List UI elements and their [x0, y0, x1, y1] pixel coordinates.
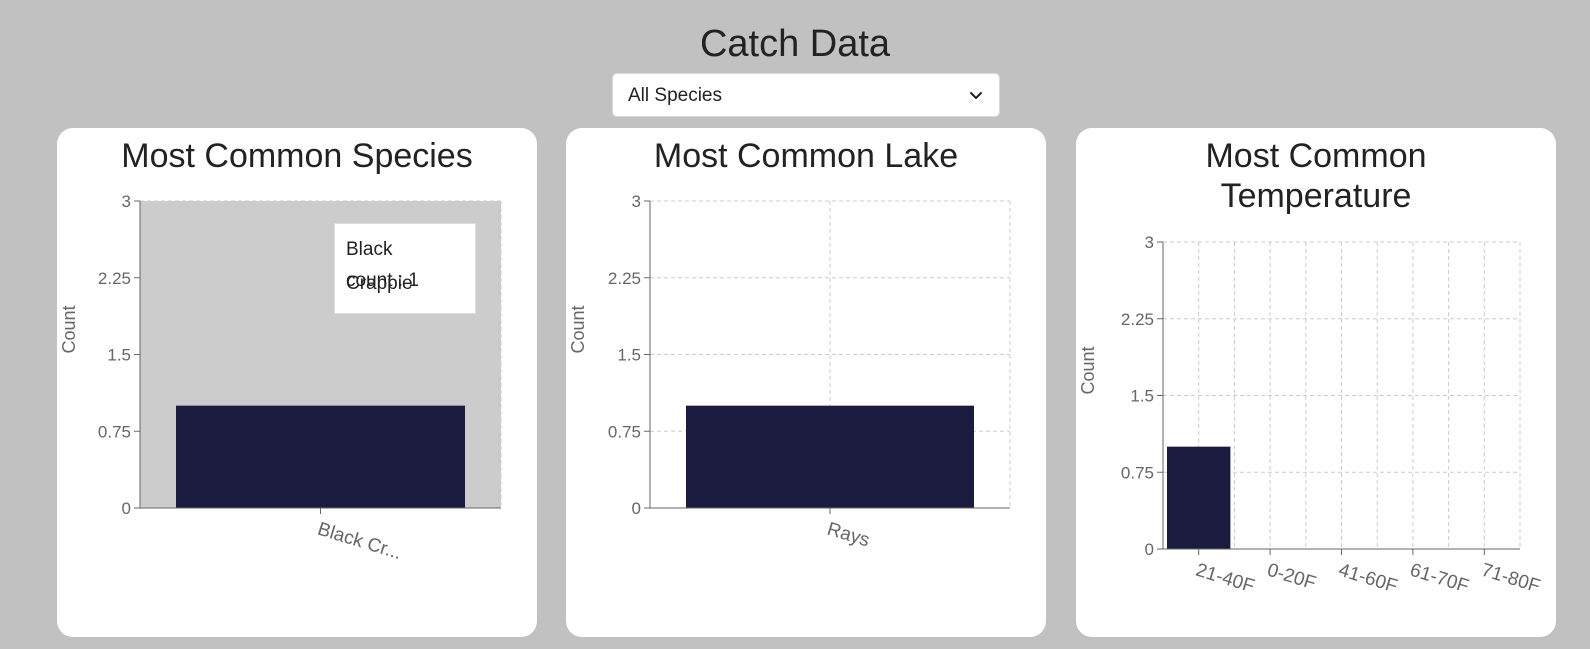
page-title: Catch Data	[699, 23, 891, 65]
y-tick-label: 0.75	[608, 422, 641, 441]
species-chart-title: Most Common Species	[121, 137, 473, 175]
y-tick-label: 2.25	[98, 269, 131, 288]
bar-21-40f[interactable]	[1167, 446, 1231, 549]
species-chart: 0 0.75 1.5 2.25 3 Black Cr... Count	[59, 192, 502, 564]
y-tick-label: 0.75	[98, 422, 131, 441]
x-tick-label: 0-20F	[1265, 560, 1319, 595]
y-axis-title: Count	[568, 305, 588, 353]
temperature-chart: 0 0.75 1.5 2.25 3 21-40F 0-20F 41-60F 61-70F 71-8…	[1078, 233, 1543, 598]
y-tick-label: 2.25	[1121, 310, 1154, 329]
tooltip-species-name: Black Crappie	[346, 239, 413, 294]
temperature-chart-title-line-1: Most Common	[1205, 137, 1427, 175]
y-tick-label: 3	[122, 192, 131, 211]
species-filter-value: All Species	[628, 85, 722, 106]
y-tick-label: 0	[632, 499, 641, 518]
temperature-chart-title: Most Common Temperature	[1076, 136, 1556, 216]
temperature-chart-title-line-2: Temperature	[1220, 177, 1412, 215]
bar-black-cr-[interactable]	[176, 405, 465, 508]
lake-chart-card: Most Common Lake 0 0.75 1.5 2.25 3 Rays Count	[566, 128, 1046, 637]
y-axis-title: Count	[1078, 346, 1098, 394]
y-tick-label: 2.25	[608, 269, 641, 288]
y-tick-label: 1.5	[107, 346, 131, 365]
y-tick-label: 0	[1145, 540, 1154, 559]
x-tick-label: 61-70F	[1407, 560, 1471, 598]
y-axis-title: Count	[59, 305, 79, 353]
x-tick-label: Rays	[825, 519, 873, 552]
species-chart-card: Most Common Species 0 0.75 1.5 2.25 3 Black C…	[57, 128, 537, 637]
x-tick-label: 71-80F	[1479, 560, 1543, 598]
lake-chart: 0 0.75 1.5 2.25 3 Rays Count	[568, 192, 1011, 552]
y-tick-label: 1.5	[1130, 387, 1154, 406]
species-filter-select[interactable]: All Species	[612, 73, 1000, 117]
temperature-chart-card: Most Common Temperature 0 0.75 1.5 2.25 3 21-…	[1076, 128, 1556, 637]
chart-tooltip: Black Crappie count : 1	[334, 223, 476, 314]
y-tick-label: 3	[632, 192, 641, 211]
bar-rays[interactable]	[686, 405, 974, 508]
chevron-down-icon	[970, 92, 982, 99]
y-tick-label: 0	[122, 499, 131, 518]
tooltip-count: count : 1	[346, 270, 419, 291]
x-tick-label: Black Cr...	[315, 519, 404, 564]
x-tick-label: 41-60F	[1336, 560, 1400, 598]
y-tick-label: 1.5	[617, 346, 641, 365]
y-tick-label: 3	[1145, 233, 1154, 252]
x-tick-label: 21-40F	[1193, 560, 1257, 598]
y-tick-label: 0.75	[1121, 463, 1154, 482]
lake-chart-title: Most Common Lake	[653, 137, 959, 175]
